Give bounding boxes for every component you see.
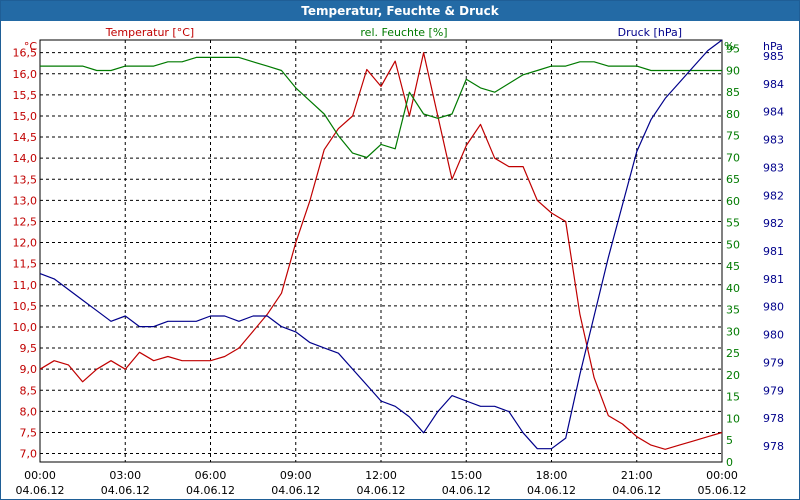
humidity-tick-label: 70 [726,151,740,164]
humidity-tick-label: 25 [726,347,740,360]
pressure-tick-label: 980 [763,329,784,342]
pressure-tick-label: 978 [763,440,784,453]
temperature-tick-label: 15,5 [13,89,38,102]
temperature-series-line [39,52,723,450]
humidity-unit-label: % [724,40,734,53]
series-headers: Temperatur [°C] rel. Feuchte [%] Druck [hP… [105,26,682,39]
temperature-tick-label: 11,5 [13,258,38,271]
temperature-tick-label: 14,0 [13,152,38,165]
pressure-tick-label: 979 [763,356,784,369]
time-tick-label: 21:00 [621,469,653,482]
pressure-unit-label: hPa [763,40,783,53]
humidity-tick-label: 55 [726,217,740,230]
humidity-tick-label: 65 [726,173,740,186]
humidity-tick-label: 0 [726,456,733,469]
legend-temperature: Temperatur [°C] [105,26,194,39]
humidity-tick-label: 5 [726,434,733,447]
humidity-tick-label: 50 [726,238,740,251]
temperature-tick-label: 7,0 [20,448,38,461]
time-axis: 00:00 04.06.12 03:00 04.06.12 06:00 04.06.12 0… [16,469,747,497]
legend-humidity: rel. Feuchte [%] [360,26,447,39]
temperature-tick-label: 10,5 [13,300,38,313]
humidity-tick-label: 40 [726,282,740,295]
time-tick-label: 12:00 [365,469,397,482]
time-tick-label: 03:00 [109,469,141,482]
temperature-tick-label: 16,5 [13,47,38,60]
pressure-tick-label: 984 [763,106,784,119]
time-tick-label: 00:00 [706,469,738,482]
pressure-axis: 978 978 979 979 980 980 981 981 982 982 983 983 984 9… [763,40,784,453]
temperature-tick-label: 16,0 [13,68,38,81]
time-tick-label: 18:00 [536,469,568,482]
humidity-tick-label: 30 [726,325,740,338]
humidity-tick-label: 75 [726,130,740,143]
humidity-tick-label: 60 [726,195,740,208]
humidity-series-line [40,56,722,159]
pressure-tick-label: 982 [763,217,784,230]
humidity-tick-label: 15 [726,391,740,404]
time-tick-label: 06:00 [195,469,227,482]
temperature-tick-label: 9,0 [20,363,38,376]
legend-pressure: Druck [hPa] [618,26,682,39]
time-tick-label: 09:00 [280,469,312,482]
date-tick-label: 05.06.12 [698,484,747,497]
temperature-tick-label: 14,5 [13,131,38,144]
pressure-series-line [39,39,723,450]
temperature-tick-label: 13,0 [13,194,38,207]
pressure-tick-label: 983 [763,134,784,147]
temperature-tick-label: 15,0 [13,110,38,123]
humidity-tick-label: 80 [726,108,740,121]
temperature-axis: 7,0 7,5 8,0 8,5 9,0 9,5 10,0 10,5 11,0 11,5 12,0 12… [13,40,38,461]
humidity-tick-label: 85 [726,86,740,99]
window-title: Temperatur, Feuchte & Druck [1,1,799,21]
date-tick-label: 04.06.12 [16,484,65,497]
temperature-tick-label: 10,0 [13,321,38,334]
humidity-tick-label: 45 [726,260,740,273]
pressure-tick-label: 985 [763,50,784,63]
pressure-tick-label: 979 [763,384,784,397]
pressure-tick-label: 983 [763,161,784,174]
pressure-tick-label: 984 [763,78,784,91]
temperature-tick-label: 12,0 [13,237,38,250]
humidity-tick-label: 90 [726,64,740,77]
date-tick-label: 04.06.12 [442,484,491,497]
series-lines [39,39,723,450]
date-tick-label: 04.06.12 [186,484,235,497]
pressure-tick-label: 981 [763,245,784,258]
date-tick-label: 04.06.12 [527,484,576,497]
date-tick-label: 04.06.12 [271,484,320,497]
time-tick-label: 00:00 [24,469,56,482]
date-tick-label: 04.06.12 [101,484,150,497]
time-tick-label: 15:00 [450,469,482,482]
temperature-tick-label: 8,0 [20,405,38,418]
chart-grid [39,39,723,463]
date-tick-label: 04.06.12 [612,484,661,497]
pressure-tick-label: 981 [763,273,784,286]
temperature-tick-label: 9,5 [20,342,38,355]
humidity-tick-label: 10 [726,412,740,425]
pressure-tick-label: 978 [763,412,784,425]
humidity-tick-label: 35 [726,304,740,317]
humidity-axis: 0 5 10 15 20 25 30 35 40 45 50 55 60 65 70 75 80 85 90 95% [724,40,740,469]
temperature-tick-label: 13,5 [13,173,38,186]
temperature-unit-label: °C [24,40,38,53]
pressure-tick-label: 980 [763,301,784,314]
humidity-tick-label: 20 [726,369,740,382]
temperature-tick-label: 11,0 [13,279,38,292]
temperature-tick-label: 12,5 [13,215,38,228]
pressure-tick-label: 982 [763,189,784,202]
date-tick-label: 04.06.12 [357,484,406,497]
temperature-tick-label: 7,5 [20,426,38,439]
temperature-tick-label: 8,5 [20,384,38,397]
humidity-tick-label: 95 [726,43,740,56]
plot-frame [39,39,723,463]
